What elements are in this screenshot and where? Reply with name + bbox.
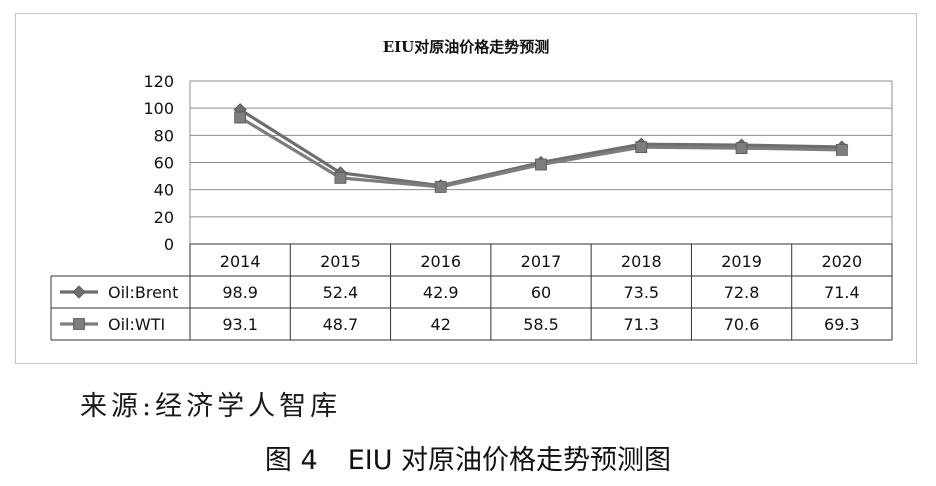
legend-label: Oil:Brent: [108, 283, 178, 302]
data-point: [735, 142, 748, 155]
data-label: 58.5: [523, 315, 559, 334]
x-tick-label: 2017: [521, 252, 562, 271]
data-point: [835, 143, 848, 156]
x-tick-label: 2016: [420, 252, 461, 271]
data-point: [535, 158, 547, 171]
data-label: 73.5: [623, 283, 659, 302]
legend-label: Oil:WTI: [108, 315, 165, 334]
line-chart: EIU对原油价格走势预测 0 20 40 60 80 100 120 2014 2015 2016 2…: [50, 38, 893, 341]
y-tick-label: 40: [154, 181, 174, 200]
series-line-oil-wti: [239, 116, 842, 189]
data-label: 72.8: [724, 283, 760, 302]
data-label: 48.7: [323, 315, 359, 334]
x-tick-label: 2020: [821, 252, 862, 271]
y-tick-label: 60: [154, 154, 174, 173]
data-label: 71.3: [623, 315, 659, 334]
figure-caption-text: EIU 对原油价格走势预测图: [347, 445, 672, 476]
legend-marker: [72, 285, 86, 299]
data-point: [334, 171, 347, 184]
x-tick-label: 2014: [220, 252, 261, 271]
data-label: 60: [531, 283, 551, 302]
y-tick-label: 80: [154, 126, 174, 145]
y-tick-label: 20: [154, 208, 174, 227]
legend-marker: [73, 318, 85, 330]
data-label: 93.1: [222, 315, 258, 334]
data-label: 69.3: [824, 315, 860, 334]
x-tick-label: 2015: [320, 252, 361, 271]
figure-caption: 图 4 EIU 对原油价格走势预测图: [0, 438, 936, 477]
y-tick-label: 100: [143, 99, 174, 118]
data-point: [434, 181, 447, 193]
figure-number: 图 4: [264, 445, 318, 476]
chart-title: EIU对原油价格走势预测: [383, 38, 550, 56]
data-point: [234, 111, 247, 124]
data-label: 52.4: [323, 283, 359, 302]
source-note: 来源:经济学人智库: [80, 391, 342, 422]
x-tick-label: 2018: [621, 252, 662, 271]
data-label: 42: [431, 315, 451, 334]
data-label: 70.6: [724, 315, 760, 334]
y-tick-label: 120: [143, 72, 174, 91]
data-label: 98.9: [222, 283, 258, 302]
data-label: 71.4: [824, 283, 860, 302]
data-point: [635, 141, 648, 154]
y-tick-label: 0: [164, 235, 174, 254]
x-tick-label: 2019: [721, 252, 762, 271]
chart-frame: EIU对原油价格走势预测 0 20 40 60 80 100 120 2014 2015 2016 2…: [15, 13, 917, 364]
data-label: 42.9: [423, 283, 459, 302]
